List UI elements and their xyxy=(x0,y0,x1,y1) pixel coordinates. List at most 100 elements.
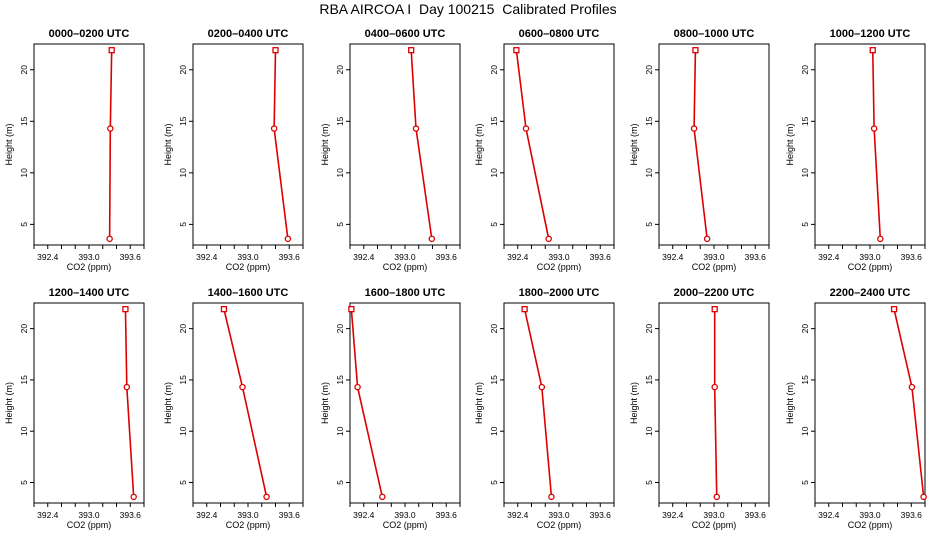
panel-title: 0000–0200 UTC xyxy=(49,28,130,40)
profile-line xyxy=(893,308,925,497)
y-tick-label: 20 xyxy=(489,65,499,75)
plot-frame xyxy=(349,43,461,246)
data-point xyxy=(711,306,718,313)
data-point xyxy=(513,47,520,54)
x-tick-label: 393.6 xyxy=(436,252,458,262)
x-tick-label: 393.6 xyxy=(120,252,142,262)
x-axis-label: CO2 (ppm) xyxy=(692,520,737,530)
x-tick-label: 393.6 xyxy=(745,252,767,262)
y-tick-label: 20 xyxy=(178,65,188,75)
panel-title: 1200–1400 UTC xyxy=(49,287,130,299)
data-point xyxy=(869,47,876,54)
y-tick-label: 15 xyxy=(335,116,345,126)
panel-title: 1600–1800 UTC xyxy=(365,287,446,299)
x-tick-label: 392.4 xyxy=(37,252,59,262)
x-axis-label: CO2 (ppm) xyxy=(226,520,271,530)
panel-title: 2000–2200 UTC xyxy=(674,287,755,299)
y-tick-label: 10 xyxy=(489,168,499,178)
panel-title: 1400–1600 UTC xyxy=(208,287,289,299)
panel-title: 0200–0400 UTC xyxy=(208,28,289,40)
profile-panel: 1800–2000 UTC 392.4 393.0 393.6 5 10 15 20 CO2 (… xyxy=(474,287,615,530)
y-tick-label: 15 xyxy=(335,375,345,385)
data-point xyxy=(877,235,884,243)
x-tick-label: 392.4 xyxy=(353,510,375,520)
x-tick-label: 392.4 xyxy=(37,510,59,520)
plot-frame xyxy=(349,302,461,504)
x-tick-label: 393.0 xyxy=(859,510,881,520)
y-axis-label: Height (m) xyxy=(629,123,639,165)
y-tick-label: 5 xyxy=(800,480,810,485)
y-tick-label: 15 xyxy=(489,375,499,385)
panel-title: 1000–1200 UTC xyxy=(830,28,911,40)
data-point xyxy=(522,125,530,132)
data-point xyxy=(711,383,718,391)
x-axis-label: CO2 (ppm) xyxy=(226,262,271,272)
profile-line xyxy=(523,308,553,497)
profile-line xyxy=(223,308,268,498)
plot-frame xyxy=(814,302,926,504)
y-tick-label: 5 xyxy=(19,222,29,227)
data-point xyxy=(703,235,711,243)
data-point xyxy=(106,235,113,243)
y-tick-label: 20 xyxy=(178,324,188,334)
x-axis-label: CO2 (ppm) xyxy=(848,520,893,530)
x-tick-label: 393.0 xyxy=(548,510,570,520)
x-axis-label: CO2 (ppm) xyxy=(383,262,428,272)
x-tick-label: 393.0 xyxy=(394,252,416,262)
y-tick-label: 20 xyxy=(19,324,29,334)
profile-line xyxy=(515,50,550,239)
data-point xyxy=(412,125,420,132)
x-tick-label: 393.0 xyxy=(78,252,100,262)
y-axis-label: Height (m) xyxy=(163,123,173,165)
y-tick-label: 15 xyxy=(19,375,29,385)
y-tick-label: 5 xyxy=(335,222,345,227)
x-tick-label: 393.0 xyxy=(703,510,725,520)
profile-line xyxy=(273,50,289,239)
data-point xyxy=(713,493,721,501)
profile-line xyxy=(871,50,882,239)
x-tick-label: 393.6 xyxy=(590,510,612,520)
x-axis-label: CO2 (ppm) xyxy=(537,520,582,530)
profile-line xyxy=(693,50,708,239)
x-tick-label: 393.0 xyxy=(703,252,725,262)
panel-title: 1800–2000 UTC xyxy=(519,287,600,299)
x-tick-label: 393.0 xyxy=(78,510,100,520)
y-tick-label: 15 xyxy=(489,116,499,126)
y-tick-label: 10 xyxy=(178,426,188,436)
data-point xyxy=(870,125,878,132)
profile-panel: 0200–0400 UTC 392.4 393.0 393.6 5 10 15 20 CO2 (… xyxy=(163,28,304,272)
x-tick-label: 393.0 xyxy=(237,510,259,520)
y-tick-label: 5 xyxy=(19,480,29,485)
y-tick-label: 20 xyxy=(644,324,654,334)
x-axis-label: CO2 (ppm) xyxy=(67,520,112,530)
profile-panel: 2200–2400 UTC 392.4 393.0 393.6 5 10 15 20 CO2 (… xyxy=(785,287,927,530)
profile-panel: 1600–1800 UTC 392.4 393.0 393.6 5 10 15 20 CO2 (… xyxy=(320,287,461,530)
panel-title: 0600–0800 UTC xyxy=(519,28,600,40)
x-axis-label: CO2 (ppm) xyxy=(67,262,112,272)
profile-line xyxy=(410,50,433,239)
y-axis-label: Height (m) xyxy=(320,382,330,424)
profile-line xyxy=(108,50,113,239)
y-tick-label: 10 xyxy=(335,168,345,178)
y-tick-label: 15 xyxy=(800,116,810,126)
x-tick-label: 393.6 xyxy=(745,510,767,520)
x-tick-label: 393.6 xyxy=(120,510,142,520)
data-point xyxy=(354,383,361,391)
y-tick-label: 20 xyxy=(335,324,345,334)
data-point xyxy=(272,47,279,54)
panel-title: 0400–0600 UTC xyxy=(365,28,446,40)
x-tick-label: 392.4 xyxy=(818,252,840,262)
y-tick-label: 10 xyxy=(644,168,654,178)
profile-panel: 0000–0200 UTC 392.4 393.0 393.6 5 10 15 20 CO2 (… xyxy=(4,28,145,272)
data-point xyxy=(122,306,129,313)
y-tick-label: 15 xyxy=(178,116,188,126)
profile-line xyxy=(124,309,135,497)
data-point xyxy=(408,47,415,54)
x-axis-label: CO2 (ppm) xyxy=(537,262,582,272)
plot-frame xyxy=(658,43,770,246)
data-point xyxy=(108,47,115,54)
x-tick-label: 393.0 xyxy=(237,252,259,262)
y-axis-label: Height (m) xyxy=(320,123,330,165)
y-tick-label: 20 xyxy=(335,65,345,75)
data-point xyxy=(107,125,114,132)
